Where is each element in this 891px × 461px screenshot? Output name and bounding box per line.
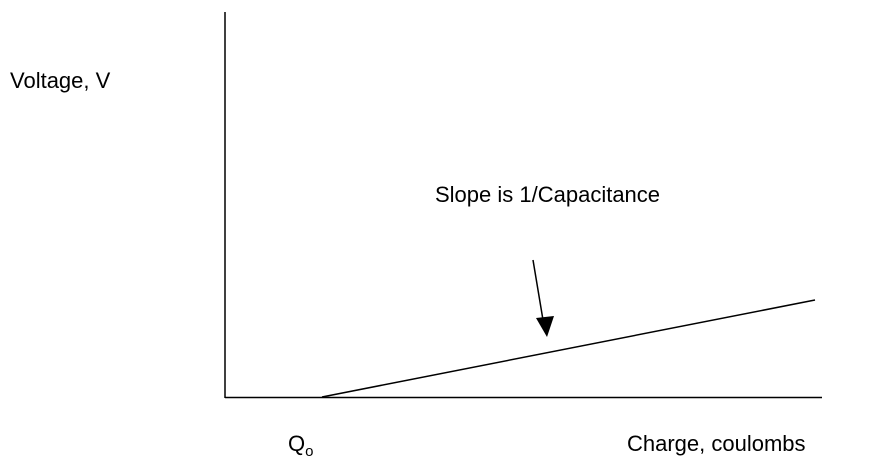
- arrow-shaft: [532, 259, 544, 321]
- x-origin-label: Qo: [288, 431, 313, 460]
- y-axis-label: Voltage, V: [10, 68, 111, 93]
- annotation: Slope is 1/Capacitance: [435, 182, 660, 207]
- arrow-head: [536, 316, 554, 337]
- slope-line: [321, 299, 816, 398]
- x-axis-label: Charge, coulombs: [627, 431, 806, 456]
- label-sub: o: [305, 443, 313, 460]
- label-main: Q: [288, 431, 305, 456]
